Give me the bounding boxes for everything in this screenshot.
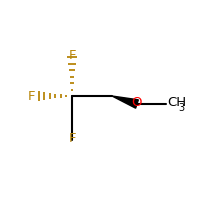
Text: CH: CH: [167, 97, 186, 110]
Text: F: F: [68, 132, 76, 145]
Polygon shape: [112, 96, 138, 108]
Text: F: F: [68, 49, 76, 62]
Text: F: F: [28, 90, 35, 102]
Text: O: O: [132, 97, 142, 110]
Text: 3: 3: [178, 103, 185, 113]
